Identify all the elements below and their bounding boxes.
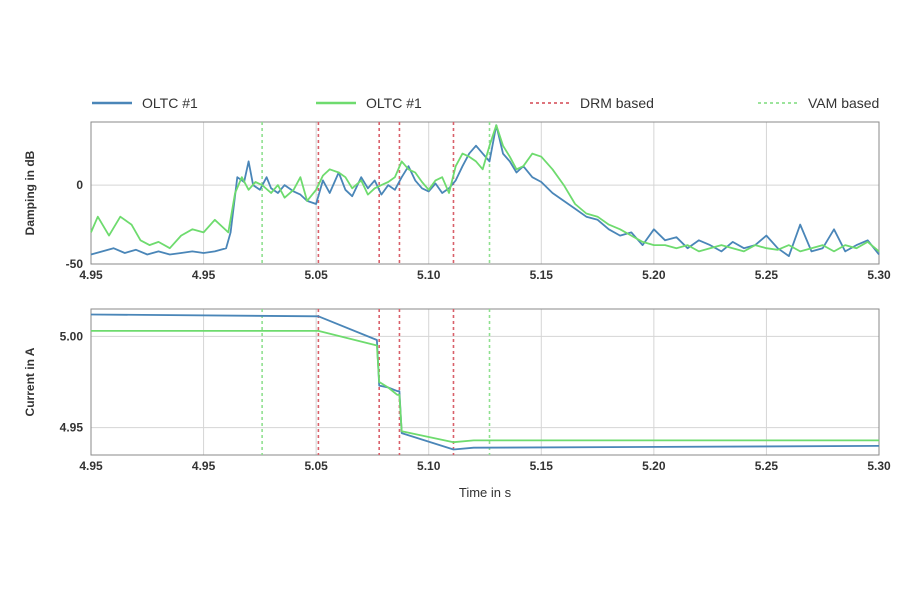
x-tick-label: 5.30 (867, 268, 891, 282)
x-tick-label: 5.15 (530, 459, 554, 473)
series-line-blue (90, 313, 880, 451)
series-line-blue (90, 124, 880, 258)
plot-frame (90, 308, 880, 456)
x-tick-label: 4.95 (79, 268, 103, 282)
x-tick-label: 5.05 (304, 459, 328, 473)
x-tick-label: 5.25 (755, 268, 779, 282)
x-tick-label: 5.30 (867, 459, 891, 473)
x-tick-label: 5.25 (755, 459, 779, 473)
legend-label: VAM based (808, 95, 879, 111)
x-tick-label: 5.10 (417, 268, 441, 282)
current-ylabel: Current in A (23, 347, 37, 416)
time-xlabel: Time in s (459, 485, 512, 500)
x-tick-label: 5.20 (642, 268, 666, 282)
series-line-green (90, 124, 880, 253)
legend-label: OLTC #1 (142, 95, 198, 111)
x-tick-label: 4.95 (192, 268, 216, 282)
x-tick-label: 4.95 (79, 459, 103, 473)
x-tick-label: 5.15 (530, 268, 554, 282)
damping-ylabel: Damping in dB (23, 150, 37, 235)
legend: OLTC #1 OLTC #1 DRM based VAM based (92, 95, 879, 111)
y-tick-label: -50 (66, 257, 84, 271)
x-tick-label: 5.20 (642, 459, 666, 473)
current-panel: Current in A Time in s 4.95 4.95 5.05 5.10 5… (23, 308, 891, 500)
series-line-green (91, 329, 879, 444)
y-tick-label: 0 (76, 178, 83, 192)
x-tick-label: 4.95 (192, 459, 216, 473)
y-tick-label: 4.95 (60, 421, 84, 435)
x-tick-label: 5.05 (304, 268, 328, 282)
plot-frame (90, 121, 880, 265)
y-tick-label: 5.00 (60, 329, 84, 343)
legend-label: OLTC #1 (366, 95, 422, 111)
x-tick-label: 5.10 (417, 459, 441, 473)
damping-panel: Damping in dB 4.95 4.95 5.05 5.10 5.15 5.20 5.… (23, 121, 891, 282)
legend-label: DRM based (580, 95, 654, 111)
